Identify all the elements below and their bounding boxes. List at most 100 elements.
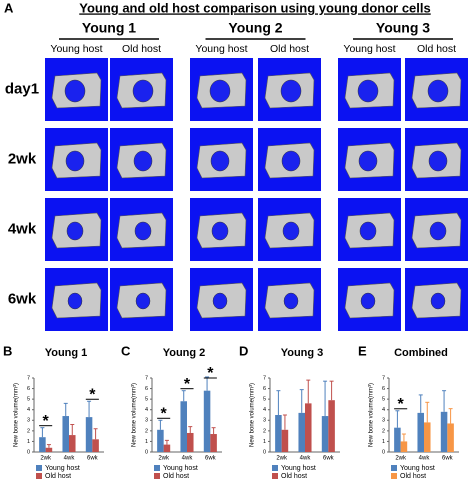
defect bbox=[211, 221, 229, 241]
chart-title: Combined bbox=[394, 347, 448, 359]
legend-swatch bbox=[391, 465, 397, 471]
bar bbox=[321, 416, 329, 452]
row-label: 4wk bbox=[8, 220, 37, 237]
x-tick-label: 2wk bbox=[276, 456, 288, 462]
y-tick-label: 6 bbox=[27, 386, 30, 392]
x-tick-label: 2wk bbox=[40, 456, 52, 462]
defect bbox=[428, 150, 448, 172]
y-tick-label: 4 bbox=[27, 407, 30, 413]
bar bbox=[45, 447, 53, 452]
panel-label: C bbox=[121, 343, 131, 358]
bar bbox=[203, 390, 211, 452]
chart-title: Young 2 bbox=[163, 347, 206, 359]
panel-label: D bbox=[239, 343, 248, 358]
defect bbox=[65, 150, 85, 172]
column-header: Old host bbox=[270, 43, 309, 55]
column-header: Young host bbox=[50, 43, 102, 55]
x-tick-label: 4wk bbox=[182, 456, 194, 462]
bar bbox=[400, 441, 408, 452]
y-tick-label: 6 bbox=[382, 386, 385, 392]
group-header: Young 2 bbox=[228, 20, 282, 36]
defect bbox=[210, 150, 230, 172]
legend-label: Young host bbox=[45, 465, 80, 472]
bar bbox=[210, 434, 217, 452]
significance-mark: * bbox=[161, 406, 168, 423]
x-tick-label: 6wk bbox=[323, 456, 335, 462]
defect bbox=[212, 292, 228, 310]
defect bbox=[360, 292, 376, 310]
defect bbox=[427, 79, 449, 103]
y-tick-label: 2 bbox=[263, 428, 266, 434]
defect bbox=[135, 292, 151, 310]
legend-swatch bbox=[36, 465, 42, 471]
defect bbox=[280, 79, 302, 103]
defect bbox=[282, 221, 300, 241]
defect bbox=[67, 292, 83, 310]
x-tick-label: 4wk bbox=[300, 456, 312, 462]
y-tick-label: 0 bbox=[27, 449, 30, 455]
y-axis-label: New bone volume(mm³) bbox=[132, 383, 138, 447]
y-tick-label: 2 bbox=[145, 428, 148, 434]
bar bbox=[447, 423, 454, 452]
y-axis-label: New bone volume(mm³) bbox=[250, 383, 256, 447]
x-tick-label: 4wk bbox=[64, 456, 76, 462]
defect bbox=[64, 79, 86, 103]
legend-label: Young host bbox=[281, 465, 316, 472]
bar bbox=[298, 412, 305, 452]
significance-mark: * bbox=[184, 376, 191, 393]
group-header: Young 3 bbox=[376, 20, 430, 36]
row-label: 2wk bbox=[8, 150, 37, 167]
bar bbox=[157, 429, 164, 452]
defect bbox=[132, 79, 154, 103]
legend-label: Young host bbox=[400, 465, 435, 472]
bar bbox=[85, 417, 93, 452]
bar bbox=[62, 416, 69, 452]
significance-mark: * bbox=[207, 365, 214, 382]
y-tick-label: 1 bbox=[263, 439, 266, 445]
legend-swatch bbox=[391, 473, 397, 479]
defect bbox=[281, 150, 301, 172]
defect bbox=[133, 150, 153, 172]
panel-label: B bbox=[3, 343, 12, 358]
column-header: Old host bbox=[122, 43, 161, 55]
y-tick-label: 1 bbox=[145, 439, 148, 445]
significance-mark: * bbox=[398, 396, 405, 413]
bar bbox=[180, 401, 187, 452]
y-tick-label: 7 bbox=[382, 375, 385, 381]
panel-label: E bbox=[358, 343, 367, 358]
x-tick-label: 4wk bbox=[419, 456, 431, 462]
defect bbox=[66, 221, 84, 241]
y-tick-label: 3 bbox=[263, 418, 266, 424]
legend-label: Old host bbox=[45, 473, 71, 480]
x-tick-label: 2wk bbox=[395, 456, 407, 462]
bar bbox=[163, 444, 171, 452]
defect bbox=[283, 292, 299, 310]
bar bbox=[39, 437, 46, 452]
bar bbox=[281, 429, 289, 452]
column-header: Young host bbox=[343, 43, 395, 55]
bar bbox=[305, 403, 312, 452]
y-tick-label: 5 bbox=[263, 397, 266, 403]
bar bbox=[424, 422, 431, 452]
y-tick-label: 6 bbox=[263, 386, 266, 392]
bar bbox=[440, 411, 448, 452]
y-tick-label: 5 bbox=[145, 397, 148, 403]
panel-label: A bbox=[4, 0, 14, 15]
column-header: Old host bbox=[417, 43, 456, 55]
legend-swatch bbox=[154, 473, 160, 479]
legend-label: Old host bbox=[163, 473, 189, 480]
y-tick-label: 2 bbox=[382, 428, 385, 434]
y-tick-label: 3 bbox=[145, 418, 148, 424]
y-tick-label: 7 bbox=[27, 375, 30, 381]
panel-title: Young and old host comparison using youn… bbox=[79, 0, 431, 15]
significance-mark: * bbox=[89, 386, 96, 403]
legend-swatch bbox=[36, 473, 42, 479]
y-tick-label: 5 bbox=[382, 397, 385, 403]
y-tick-label: 2 bbox=[27, 428, 30, 434]
y-tick-label: 7 bbox=[263, 375, 266, 381]
x-tick-label: 6wk bbox=[87, 456, 99, 462]
y-axis-label: New bone volume(mm³) bbox=[369, 383, 375, 447]
bar bbox=[394, 427, 401, 452]
defect bbox=[430, 292, 446, 310]
